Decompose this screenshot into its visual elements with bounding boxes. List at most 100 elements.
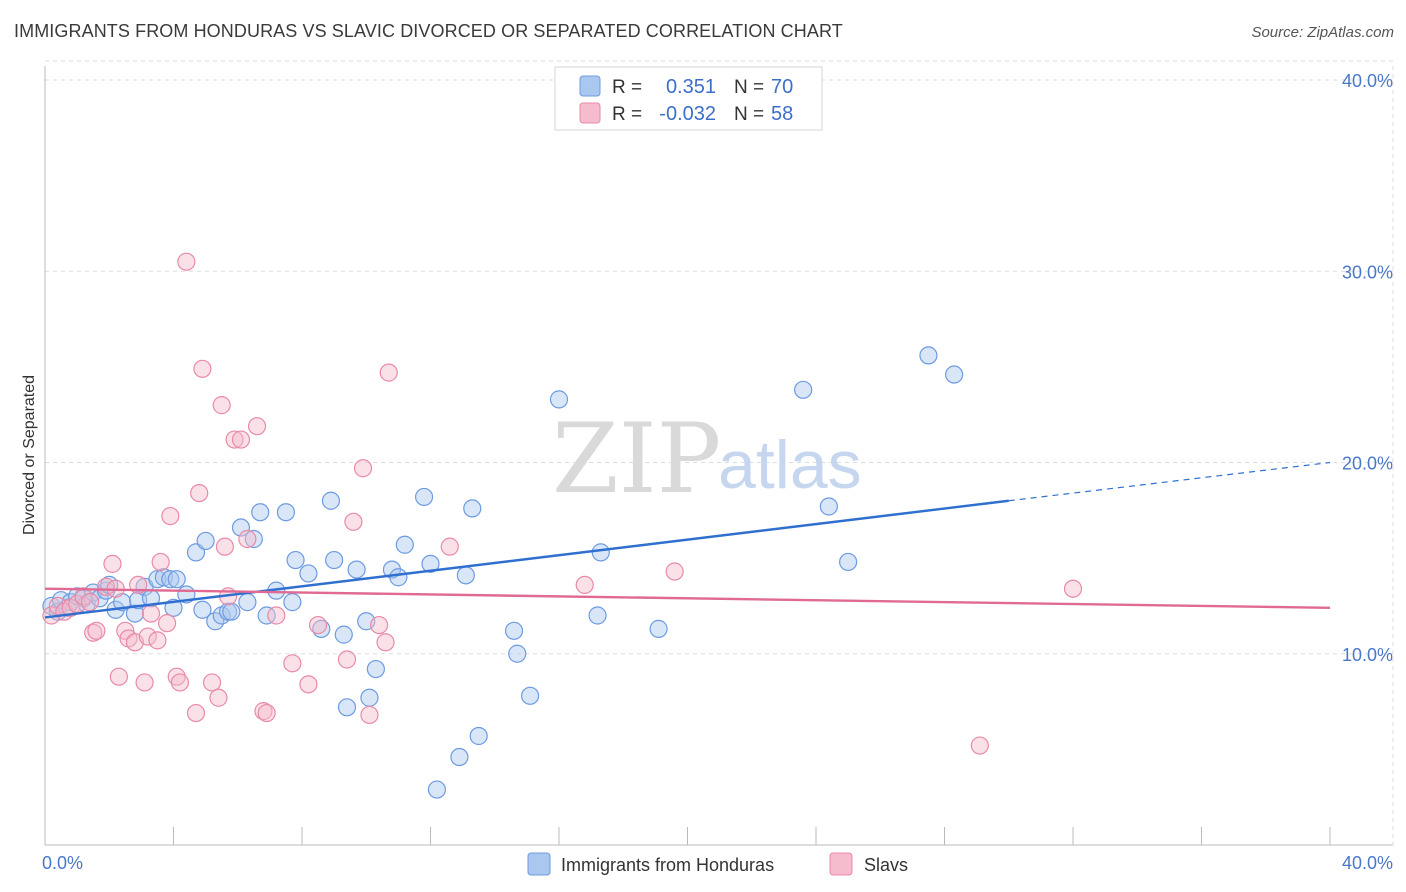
slavs-point <box>376 633 395 652</box>
honduras-point <box>389 568 408 587</box>
honduras-point <box>161 570 180 589</box>
axis-layer: 10.0% 20.0% 30.0% 40.0% 0.0% 40.0% <box>42 66 1393 873</box>
slavs-point <box>193 359 212 378</box>
honduras-point <box>469 726 488 746</box>
slavs-point <box>575 575 594 595</box>
slavs-point <box>379 363 398 382</box>
honduras-point <box>945 365 964 384</box>
slavs-point <box>84 623 103 642</box>
slavs-point <box>254 702 273 721</box>
honduras-trend-extension <box>1008 461 1331 502</box>
honduras-point <box>167 570 186 589</box>
legend-swatch-blue <box>579 75 601 97</box>
slavs-point <box>167 667 186 686</box>
slavs-point <box>157 614 177 633</box>
honduras-point <box>244 529 263 549</box>
series-legend-swatch-pink <box>829 852 853 876</box>
grid-layer <box>45 60 1394 845</box>
slavs-point <box>247 417 267 436</box>
honduras-point <box>421 554 440 573</box>
slavs-point <box>970 736 989 755</box>
slavs-point <box>170 673 190 692</box>
slavs-point <box>215 537 234 556</box>
slavs-point <box>225 430 244 449</box>
slavs-point <box>161 506 180 526</box>
y-tick-label: 40.0% <box>1342 71 1393 91</box>
honduras-point <box>549 390 569 409</box>
slavs-point <box>209 688 228 707</box>
honduras-point <box>649 619 668 638</box>
slavs-point <box>212 396 231 415</box>
honduras-point <box>794 380 813 399</box>
slavs-point <box>283 654 302 673</box>
slavs-point <box>103 554 122 573</box>
slavs-trend-line <box>44 587 1331 610</box>
legend-n-label-1: N = <box>734 77 764 98</box>
slavs-point <box>344 512 363 531</box>
honduras-point <box>366 659 385 679</box>
chart-title: IMMIGRANTS FROM HONDURAS VS SLAVIC DIVOR… <box>14 21 843 41</box>
watermark-zip: ZIP <box>552 403 721 515</box>
slavs-point <box>177 252 196 271</box>
series-legend-swatch-blue <box>527 852 551 876</box>
honduras-point <box>299 564 318 583</box>
y-tick-label: 10.0% <box>1342 645 1393 665</box>
legend-r-value-2: -0.032 <box>659 103 716 125</box>
x-tick-label: 40.0% <box>1342 853 1393 873</box>
slavs-point <box>135 673 154 692</box>
y-axis-title: Divorced or Separated <box>21 375 38 535</box>
honduras-point <box>276 503 296 522</box>
slavs-point <box>202 673 222 692</box>
honduras-point <box>164 598 183 617</box>
slavs-point <box>440 537 459 556</box>
honduras-point <box>839 552 858 572</box>
slavs-point <box>267 606 286 625</box>
slavs-point <box>87 621 106 640</box>
y-tick-label: 20.0% <box>1342 454 1393 474</box>
honduras-point <box>222 602 241 621</box>
legend-swatch-pink <box>579 102 601 124</box>
slavs-point <box>109 667 128 686</box>
slavs-point <box>151 552 170 572</box>
honduras-point <box>196 531 215 551</box>
slavs-point <box>370 615 389 635</box>
honduras-point <box>125 604 145 623</box>
honduras-trend-line <box>44 499 1009 619</box>
slavs-point <box>665 562 684 581</box>
honduras-point <box>251 503 270 522</box>
source-credit: Source: ZipAtlas.com <box>1251 24 1394 41</box>
slavs-point <box>148 631 167 650</box>
slavs-point <box>231 430 251 449</box>
honduras-point <box>337 698 357 717</box>
honduras-point <box>148 570 167 589</box>
honduras-point <box>283 593 302 612</box>
points-layer <box>42 252 1083 799</box>
watermark-atlas: atlas <box>718 427 862 503</box>
honduras-point <box>919 346 938 365</box>
slavs-point <box>138 627 157 646</box>
series-legend-label-1: Immigrants from Honduras <box>561 855 774 875</box>
honduras-point <box>508 644 527 663</box>
honduras-point <box>395 535 414 554</box>
honduras-point <box>360 688 379 707</box>
honduras-point <box>193 600 212 619</box>
honduras-point <box>347 560 366 579</box>
honduras-point <box>504 621 524 640</box>
honduras-point <box>456 566 475 585</box>
legend-r-label-2: R = <box>612 104 642 125</box>
slavs-point <box>353 459 373 478</box>
honduras-point <box>321 491 341 510</box>
legend-r-value-1: 0.351 <box>666 76 716 98</box>
legend-r-label-1: R = <box>612 77 642 98</box>
slavs-point <box>80 593 100 612</box>
honduras-point <box>286 550 305 570</box>
legend-n-value-1: 70 <box>771 76 793 98</box>
slavs-point <box>238 529 257 549</box>
series-legend-label-2: Slavs <box>864 855 908 875</box>
series-legend: Immigrants from Honduras Slavs <box>527 852 908 876</box>
honduras-point <box>325 550 344 570</box>
honduras-point <box>334 625 353 644</box>
honduras-point <box>427 780 447 799</box>
honduras-point <box>414 487 434 507</box>
